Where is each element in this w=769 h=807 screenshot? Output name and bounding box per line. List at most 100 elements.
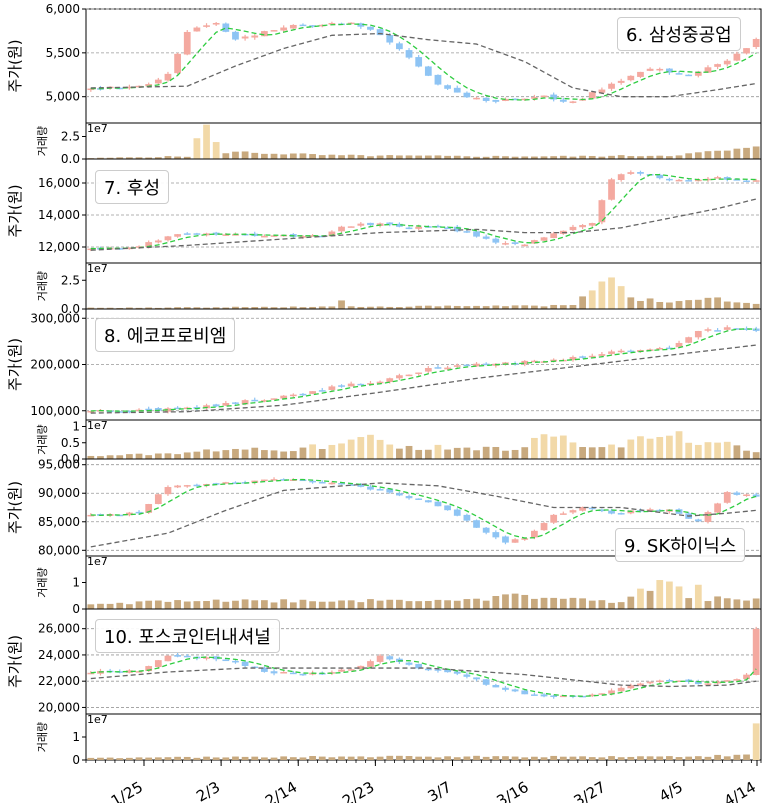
candle-body bbox=[424, 367, 432, 372]
volume-bar bbox=[598, 156, 606, 159]
candle-body bbox=[598, 200, 606, 223]
candle-body bbox=[521, 360, 529, 365]
volume-bar bbox=[145, 757, 153, 760]
candle-body bbox=[444, 669, 451, 673]
volume-bar bbox=[521, 447, 529, 459]
volume-bar bbox=[492, 305, 500, 309]
candle-body bbox=[656, 68, 664, 71]
candle-body bbox=[675, 342, 683, 348]
volume-bar bbox=[270, 450, 278, 459]
candle-body bbox=[704, 683, 712, 685]
volume-bar bbox=[685, 300, 693, 309]
candle-body bbox=[357, 484, 365, 487]
volume-bar bbox=[521, 594, 529, 609]
candle-body bbox=[328, 231, 336, 237]
x-tick-label: 4/5 bbox=[656, 778, 686, 803]
volume-bar bbox=[637, 588, 644, 609]
volume-bar bbox=[135, 601, 143, 609]
volume-bar bbox=[723, 150, 731, 159]
candle-body bbox=[386, 378, 394, 382]
candle-body bbox=[453, 509, 461, 516]
volume-bar bbox=[627, 756, 635, 760]
volume-bar bbox=[212, 307, 220, 309]
volume-bar bbox=[714, 442, 721, 459]
candle-body bbox=[376, 489, 384, 491]
volume-bar bbox=[598, 600, 606, 609]
volume-bar bbox=[338, 300, 345, 309]
candle-body bbox=[559, 99, 567, 102]
candle-body bbox=[434, 74, 442, 85]
volume-bar bbox=[164, 156, 172, 159]
volume-bar bbox=[627, 297, 635, 309]
candle-body bbox=[126, 247, 133, 250]
volume-bar bbox=[405, 601, 413, 609]
volume-bar bbox=[598, 447, 606, 459]
volume-bar bbox=[135, 157, 143, 159]
short-moving-average-line bbox=[90, 478, 757, 539]
volume-bar bbox=[531, 437, 538, 459]
volume-bar bbox=[183, 601, 191, 609]
candle-body bbox=[270, 398, 278, 400]
volume-bar bbox=[106, 757, 114, 760]
candle-body bbox=[685, 74, 693, 77]
volume-bar bbox=[183, 156, 191, 159]
volume-bar bbox=[752, 146, 760, 159]
candle-body bbox=[617, 80, 625, 83]
volume-bar bbox=[261, 757, 268, 760]
candle-body bbox=[492, 532, 500, 538]
candle-body bbox=[261, 400, 268, 402]
volume-bar bbox=[463, 156, 471, 159]
candle-body bbox=[743, 674, 750, 680]
candle-body bbox=[579, 506, 586, 511]
candle-body bbox=[299, 673, 307, 676]
candle-body bbox=[502, 536, 509, 543]
candle-body bbox=[598, 89, 606, 93]
candle-body bbox=[193, 407, 201, 409]
volume-bar bbox=[704, 151, 712, 159]
candle-body bbox=[338, 226, 345, 232]
volume-bar bbox=[463, 756, 471, 760]
volume-bar bbox=[444, 600, 451, 609]
volume-bar bbox=[617, 155, 625, 159]
volume-bar bbox=[241, 151, 249, 159]
volume-bar bbox=[579, 155, 586, 159]
price-tick-label: 95,000 bbox=[38, 458, 80, 472]
volume-bar bbox=[241, 449, 249, 459]
volume-bar bbox=[367, 156, 374, 159]
volume-bar bbox=[87, 757, 95, 760]
candle-body bbox=[714, 503, 721, 513]
candle-body bbox=[183, 485, 191, 487]
volume-bar bbox=[714, 297, 721, 309]
candle-body bbox=[386, 656, 394, 660]
volume-bar bbox=[415, 155, 423, 159]
volume-bar bbox=[116, 758, 124, 760]
candle-body bbox=[511, 242, 519, 244]
candle-body bbox=[386, 488, 394, 493]
volume-bar bbox=[367, 599, 374, 609]
volume-bar bbox=[135, 453, 143, 459]
candle-body bbox=[743, 328, 750, 330]
volume-bar bbox=[569, 756, 577, 760]
candle-body bbox=[251, 666, 259, 669]
candle-body bbox=[492, 238, 500, 243]
volume-bar bbox=[222, 153, 230, 159]
volume-bar bbox=[646, 155, 654, 159]
candle-body bbox=[531, 530, 538, 538]
volume-unit-label: 1e7 bbox=[87, 555, 108, 568]
volume-bar bbox=[135, 307, 143, 309]
candle-body bbox=[511, 539, 519, 543]
candle-body bbox=[704, 67, 712, 73]
volume-bar bbox=[405, 445, 413, 459]
candle-body bbox=[376, 655, 384, 662]
candle-body bbox=[261, 479, 268, 482]
candle-body bbox=[694, 330, 702, 338]
volume-bar bbox=[212, 142, 220, 159]
volume-bar bbox=[521, 156, 529, 159]
candle-body bbox=[424, 66, 432, 76]
volume-bar bbox=[704, 442, 712, 459]
volume-bar bbox=[203, 601, 210, 609]
panel-9: 80,000 85,000 90,000 95,000 주가(원) 0 1 거래량 1e7 bbox=[6, 458, 762, 616]
volume-bar bbox=[444, 305, 451, 309]
volume-bar bbox=[106, 157, 114, 159]
candle-body bbox=[588, 92, 596, 99]
